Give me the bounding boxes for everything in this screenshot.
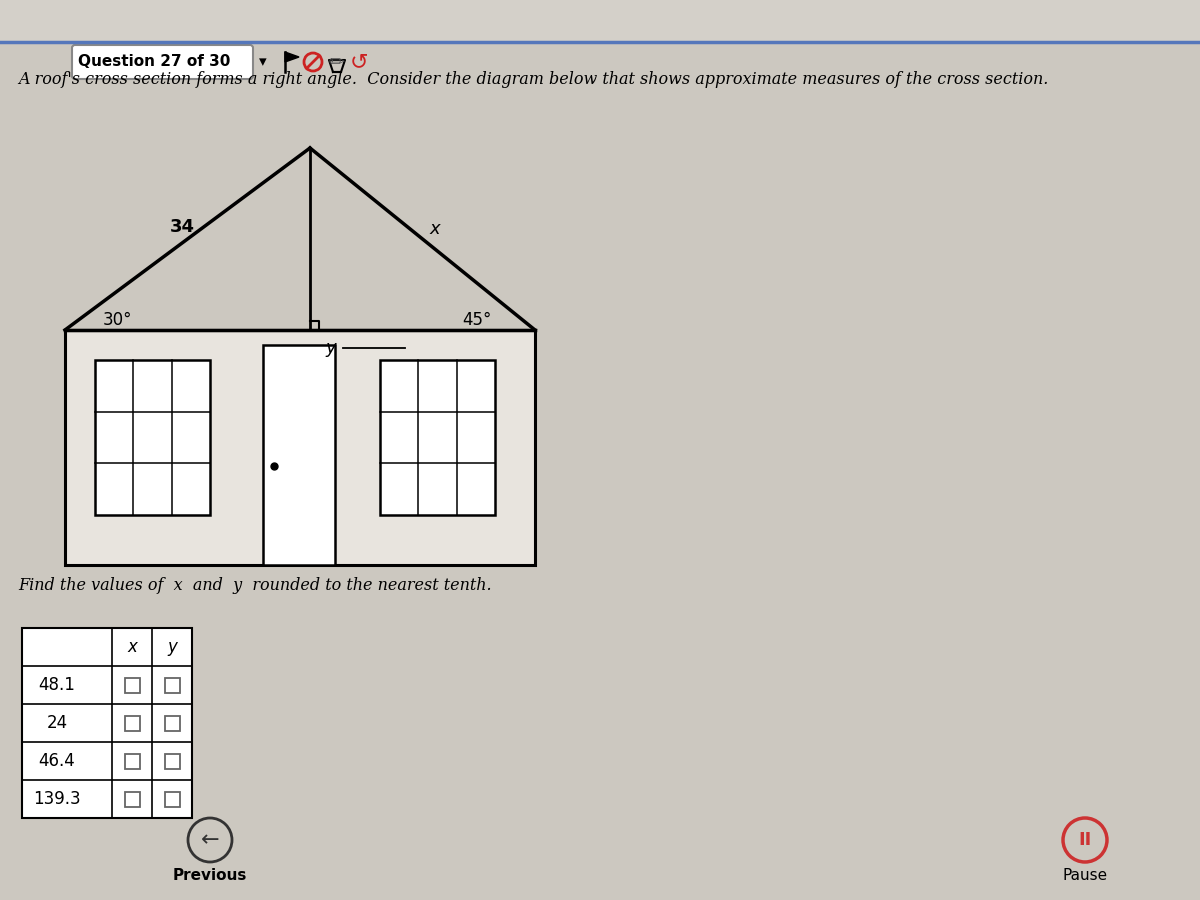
Text: ▾: ▾ bbox=[259, 55, 266, 69]
Text: ↺: ↺ bbox=[349, 52, 368, 72]
Bar bbox=[380, 360, 496, 515]
Bar bbox=[0, 0, 1200, 42]
Text: ←: ← bbox=[200, 830, 220, 850]
Bar bbox=[164, 753, 180, 769]
Text: 48.1: 48.1 bbox=[38, 676, 76, 694]
Text: 46.4: 46.4 bbox=[38, 752, 76, 770]
Bar bbox=[263, 345, 335, 565]
Text: Question 27 of 30: Question 27 of 30 bbox=[78, 55, 230, 69]
Bar bbox=[164, 716, 180, 731]
Text: 139.3: 139.3 bbox=[34, 790, 80, 808]
Text: 34: 34 bbox=[170, 218, 194, 236]
Text: Pause: Pause bbox=[1062, 868, 1108, 883]
Polygon shape bbox=[286, 52, 299, 62]
Text: 30°: 30° bbox=[102, 311, 132, 329]
Bar bbox=[164, 678, 180, 692]
Bar bbox=[125, 753, 139, 769]
Bar bbox=[65, 330, 535, 565]
Text: II: II bbox=[1079, 831, 1092, 849]
Text: 45°: 45° bbox=[462, 311, 492, 329]
Text: ✏: ✏ bbox=[329, 52, 346, 71]
Bar bbox=[164, 791, 180, 806]
Bar bbox=[95, 360, 210, 515]
Text: x: x bbox=[430, 220, 440, 238]
Bar bbox=[125, 791, 139, 806]
Text: x: x bbox=[127, 638, 137, 656]
Bar bbox=[125, 716, 139, 731]
FancyBboxPatch shape bbox=[72, 45, 253, 79]
Bar bbox=[125, 678, 139, 692]
Text: A roof's cross section forms a right angle.  Consider the diagram below that sho: A roof's cross section forms a right ang… bbox=[18, 71, 1049, 88]
Text: Previous: Previous bbox=[173, 868, 247, 883]
Text: Find the values of  x  and  y  rounded to the nearest tenth.: Find the values of x and y rounded to th… bbox=[18, 577, 492, 593]
Bar bbox=[22, 628, 192, 818]
Text: y: y bbox=[325, 339, 336, 357]
Text: y: y bbox=[167, 638, 176, 656]
Text: 24: 24 bbox=[47, 714, 67, 732]
